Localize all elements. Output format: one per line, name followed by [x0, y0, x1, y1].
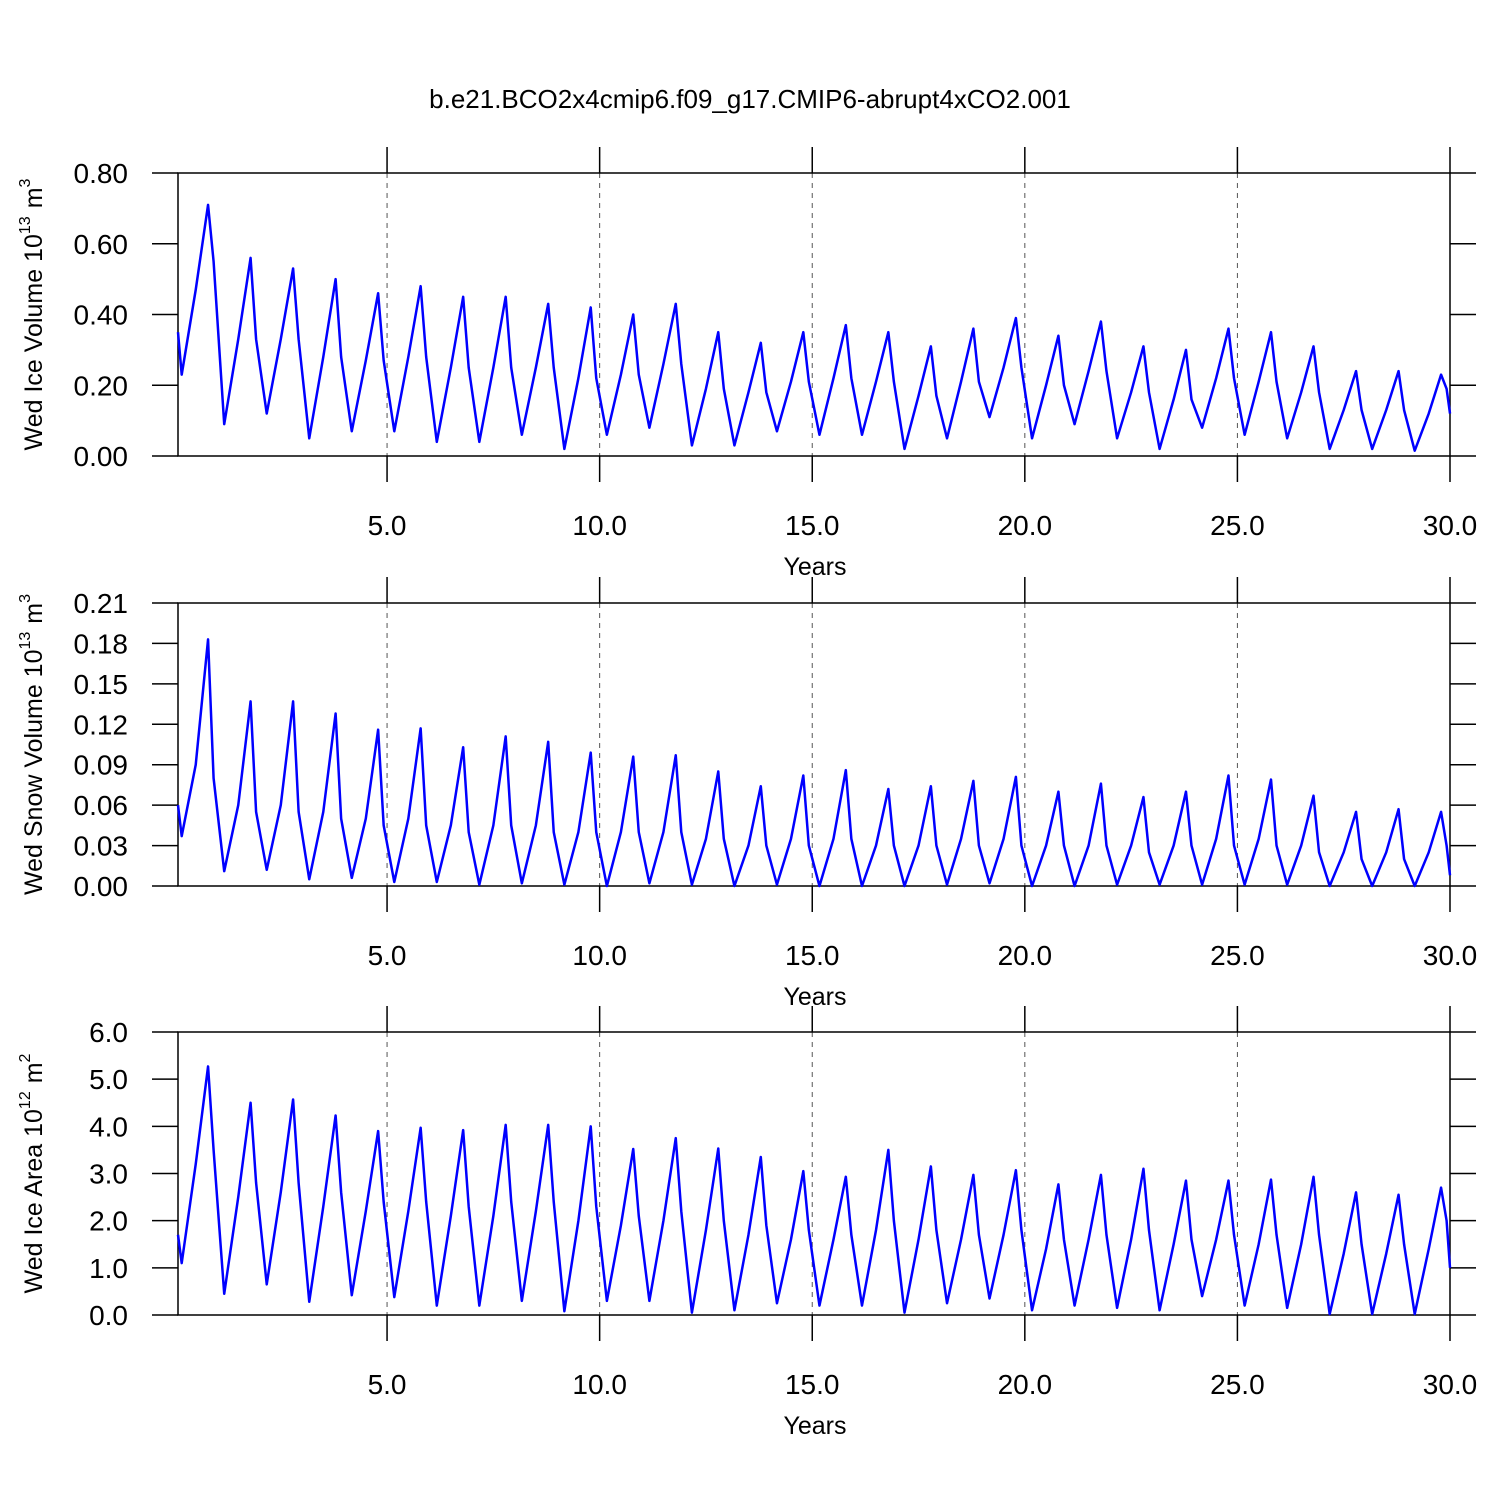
x-tick-label: 25.0	[1210, 1369, 1265, 1400]
y-axis-label: Wed Ice Volume 1013 m3	[17, 178, 48, 450]
y-tick-label: 0.40	[74, 300, 129, 331]
x-axis-label: Years	[783, 1412, 846, 1440]
y-tick-label: 3.0	[89, 1159, 128, 1190]
data-line	[176, 1065, 1452, 1316]
panel: 0.00 0.03 0.06 0.09 0.12 0.15 0.18 0.21 5.0 10.0 1…	[17, 577, 1477, 1011]
data-line	[176, 638, 1452, 888]
x-tick-label: 15.0	[785, 940, 840, 971]
y-tick-label: 5.0	[89, 1064, 128, 1095]
x-tick-label: 20.0	[998, 1369, 1053, 1400]
x-tick-label: 5.0	[368, 1369, 407, 1400]
x-tick-label: 30.0	[1423, 1369, 1478, 1400]
x-tick-label: 5.0	[368, 940, 407, 971]
y-axis-label-part: Wed Ice Area 10	[20, 1109, 48, 1293]
x-axis-label: Years	[783, 983, 846, 1011]
y-tick-label: 0.20	[74, 370, 129, 401]
y-tick-label: 0.80	[74, 158, 129, 189]
panel: 0.0 1.0 2.0 3.0 4.0 5.0 6.0 5.0 10.0 15.0 20.0 25.0…	[17, 1006, 1477, 1440]
y-tick-label: 2.0	[89, 1206, 128, 1237]
x-tick-label: 20.0	[998, 510, 1053, 541]
x-tick-label: 15.0	[785, 1369, 840, 1400]
y-tick-label: 0.00	[74, 871, 129, 902]
y-axis-label: Wed Ice Area 1012 m2	[17, 1053, 48, 1293]
y-axis-label-part: m	[20, 1062, 48, 1083]
y-tick-label: 0.03	[74, 831, 129, 862]
y-tick-label: 0.15	[74, 669, 129, 700]
x-axis-label: Years	[783, 553, 846, 581]
x-tick-label: 5.0	[368, 510, 407, 541]
y-tick-label: 0.60	[74, 229, 129, 260]
y-axis-label: Wed Snow Volume 1013 m3	[17, 594, 48, 895]
data-line	[176, 203, 1452, 452]
y-axis-label-part: Wed Snow Volume 10	[20, 650, 48, 896]
y-axis-label-part: m	[20, 603, 48, 624]
y-axis-label-part: Wed Ice Volume 10	[20, 234, 48, 450]
x-tick-label: 10.0	[572, 940, 627, 971]
y-tick-label: 4.0	[89, 1111, 128, 1142]
y-axis-label-exponent: 12	[17, 1091, 34, 1109]
y-axis-label-part: m	[20, 187, 48, 208]
y-axis-label-exponent: 13	[17, 632, 34, 650]
chart-title: b.e21.BCO2x4cmip6.f09_g17.CMIP6-abrupt4x…	[429, 84, 1071, 114]
y-tick-label: 0.09	[74, 750, 129, 781]
plot-frame	[177, 1031, 1451, 1316]
panel: b.e21.BCO2x4cmip6.f09_g17.CMIP6-abrupt4x…	[17, 84, 1477, 581]
y-tick-label: 0.18	[74, 628, 129, 659]
x-tick-label: 10.0	[572, 1369, 627, 1400]
y-axis-label-exponent: 2	[17, 1053, 34, 1062]
y-tick-label: 0.0	[89, 1300, 128, 1331]
x-tick-label: 30.0	[1423, 510, 1478, 541]
x-tick-label: 30.0	[1423, 940, 1478, 971]
plot-frame	[177, 172, 1451, 457]
y-axis-label-exponent: 13	[17, 216, 34, 234]
y-tick-label: 0.00	[74, 441, 129, 472]
x-tick-label: 20.0	[998, 940, 1053, 971]
x-tick-label: 25.0	[1210, 510, 1265, 541]
y-tick-label: 0.21	[74, 588, 129, 619]
y-tick-label: 0.06	[74, 790, 129, 821]
y-tick-label: 0.12	[74, 709, 129, 740]
y-axis-label-exponent: 3	[17, 594, 34, 603]
x-tick-label: 25.0	[1210, 940, 1265, 971]
x-tick-label: 15.0	[785, 510, 840, 541]
y-tick-label: 1.0	[89, 1253, 128, 1284]
y-axis-label-exponent: 3	[17, 178, 34, 187]
x-tick-label: 10.0	[572, 510, 627, 541]
plot-frame	[177, 602, 1451, 887]
y-tick-label: 6.0	[89, 1017, 128, 1048]
